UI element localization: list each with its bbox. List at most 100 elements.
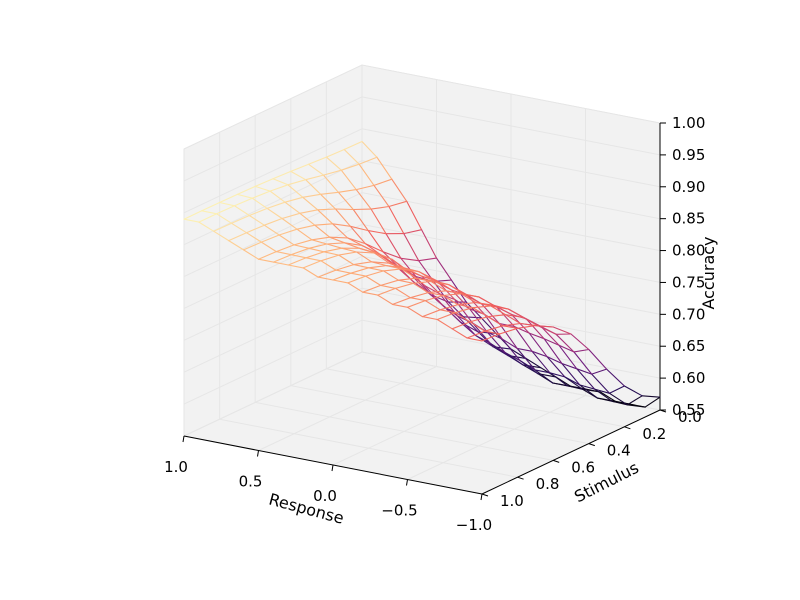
surface-segment-response <box>266 207 283 220</box>
surface-segment-response <box>323 251 340 256</box>
surface-segment-stimulus <box>302 260 322 269</box>
grid-line-accuracy <box>183 96 661 182</box>
surface-segment-stimulus <box>347 275 367 284</box>
surface-segment-response <box>346 237 363 247</box>
surface-segment-response <box>272 178 289 186</box>
surface-segment-stimulus <box>534 325 554 328</box>
surface-segment-stimulus <box>272 170 292 180</box>
surface-segment-stimulus <box>400 268 420 273</box>
surface-wireframe <box>183 140 661 408</box>
surface-segment-response <box>469 321 486 332</box>
surface-segment-response <box>251 197 268 209</box>
surface-segment-stimulus <box>552 326 572 335</box>
z-tick-label: 1.00 <box>672 114 705 132</box>
surface-segment-response <box>475 301 492 307</box>
surface-segment-stimulus <box>549 372 569 387</box>
surface-segment-stimulus <box>284 196 304 203</box>
surface-segment-stimulus <box>525 318 545 340</box>
surface-segment-stimulus <box>358 156 378 165</box>
surface-segment-stimulus <box>594 388 613 402</box>
surface-segment-response <box>552 382 569 387</box>
surface-segment-response <box>415 277 432 283</box>
surface-segment-response <box>502 325 519 329</box>
surface-segment-response <box>284 201 301 214</box>
surface-segment-response <box>427 292 444 297</box>
surface-segment-stimulus <box>332 223 351 227</box>
surface-segment-stimulus <box>623 385 643 397</box>
surface-segment-response <box>358 247 375 254</box>
surface-segment-stimulus <box>412 280 432 284</box>
surface-segment-stimulus <box>299 209 319 214</box>
surface-segment-response <box>320 260 337 271</box>
surface-segment-response <box>257 258 274 263</box>
surface-segment-stimulus <box>481 333 501 342</box>
surface-segment-stimulus <box>424 285 444 306</box>
y-tick-label: 1.0 <box>500 492 524 510</box>
surface-segment-response <box>596 397 613 402</box>
surface-segment-stimulus <box>332 272 352 281</box>
x-tick-mark <box>182 435 185 443</box>
surface-segment-response <box>248 214 265 226</box>
surface-segment-stimulus <box>334 208 354 211</box>
surface-segment-stimulus <box>505 314 524 319</box>
surface-segment-response <box>484 330 501 335</box>
surface-segment-response <box>394 287 411 299</box>
surface-segment-stimulus <box>317 208 337 211</box>
surface-segment-stimulus <box>326 242 346 245</box>
surface-segment-response <box>290 254 307 259</box>
surface-segment-stimulus <box>466 330 486 339</box>
surface-segment-stimulus <box>317 269 337 278</box>
surface-segment-response <box>198 221 215 232</box>
y-tick-mark <box>553 459 560 463</box>
surface-segment-stimulus <box>502 322 522 327</box>
surface-segment-response <box>573 348 590 353</box>
surface-segment-response <box>254 185 271 192</box>
surface-segment-response <box>356 251 373 263</box>
surface-segment-response <box>343 148 360 165</box>
surface-segment-stimulus <box>278 228 298 236</box>
x-tick-label: 1.0 <box>164 458 188 476</box>
surface-segment-stimulus <box>373 178 393 186</box>
surface-segment-stimulus <box>377 287 397 296</box>
surface-segment-stimulus <box>517 325 536 329</box>
surface-segment-stimulus <box>555 333 575 353</box>
surface-segment-response <box>243 249 260 260</box>
surface-segment-stimulus <box>418 257 438 262</box>
surface-segment-response <box>442 294 459 306</box>
surface-segment-stimulus <box>257 251 277 260</box>
surface-segment-response <box>579 384 596 390</box>
surface-segment-response <box>385 233 402 259</box>
surface-segment-response <box>513 325 530 334</box>
surface-segment-response <box>231 222 248 234</box>
surface-segment-stimulus <box>409 292 429 299</box>
surface-segment-stimulus <box>558 344 578 370</box>
y-tick-label: 0.6 <box>571 458 595 476</box>
surface-segment-stimulus <box>287 257 307 266</box>
surface-segment-response <box>332 279 349 284</box>
surface-segment-stimulus <box>397 277 417 281</box>
surface-segment-stimulus <box>591 373 611 394</box>
surface-segment-response <box>260 241 277 253</box>
surface-segment-stimulus <box>308 243 328 249</box>
surface-segment-stimulus <box>290 247 310 256</box>
surface-segment-response <box>424 285 441 295</box>
surface-segment-response <box>519 360 536 371</box>
surface-segment-response <box>361 140 378 158</box>
surface-segment-stimulus <box>576 368 596 390</box>
surface-segment-stimulus <box>501 338 521 362</box>
surface-segment-stimulus <box>183 210 203 220</box>
surface-segment-stimulus <box>216 205 236 215</box>
surface-segment-stimulus <box>457 315 476 336</box>
surface-segment-response <box>299 212 316 226</box>
surface-segment-stimulus <box>442 293 462 297</box>
surface-segment-stimulus <box>570 333 590 351</box>
surface-segment-response <box>341 247 358 253</box>
surface-segment-stimulus <box>436 312 456 321</box>
surface-segment-response <box>385 265 402 270</box>
surface-segment-response <box>344 242 361 249</box>
surface-segment-response <box>505 314 522 325</box>
surface-segment-stimulus <box>245 224 265 234</box>
surface-segment-stimulus <box>626 404 646 408</box>
y-tick-mark <box>481 493 489 497</box>
surface-segment-stimulus <box>198 213 218 223</box>
